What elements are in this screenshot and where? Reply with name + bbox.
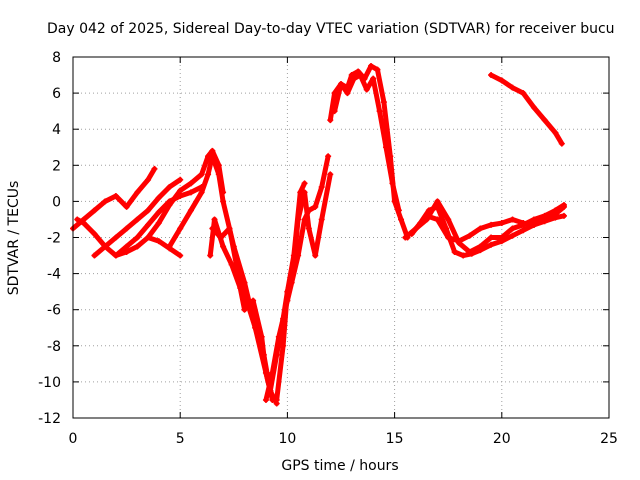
series-segment: [235, 271, 250, 304]
series-segment: [552, 130, 565, 147]
series-segment: [237, 285, 248, 313]
series-segment: [250, 298, 265, 340]
series-segment: [145, 166, 157, 183]
series-segment: [188, 184, 205, 195]
x-tick-label: 25: [600, 431, 618, 447]
x-tick-label: 5: [176, 431, 185, 447]
series-segment: [332, 81, 344, 114]
series-segment: [81, 220, 97, 237]
series-segment: [199, 171, 211, 195]
series-segment: [274, 343, 286, 403]
series-segment: [370, 76, 383, 114]
series-segment: [134, 222, 151, 240]
series-track-m: [331, 72, 402, 214]
series-segment: [383, 144, 395, 186]
series-segment: [381, 99, 393, 159]
series-segment: [520, 90, 537, 111]
series-segment: [145, 195, 162, 213]
x-tick-label: 0: [69, 431, 78, 447]
series-segment: [166, 245, 183, 259]
data-point-marker: [325, 153, 332, 160]
y-tick-label: -10: [38, 375, 61, 391]
series-segment: [227, 225, 241, 277]
y-axis-label: SDTVAR / TECUs: [6, 181, 22, 296]
series-segment: [344, 76, 357, 96]
y-tick-label: -12: [38, 411, 61, 427]
series-segment: [312, 216, 325, 259]
series-segment: [280, 289, 290, 349]
y-tick-label: 4: [52, 122, 61, 138]
series-segment: [434, 198, 451, 222]
tick-labels: 0 5 10 15 20 25 -12 -10 -8 -6 -4 -2 0 2 4 6 8: [38, 50, 618, 447]
series-segment: [542, 117, 558, 136]
series-segment: [216, 171, 226, 204]
series-segment: [166, 225, 183, 250]
series-segment: [166, 188, 183, 208]
series-segment: [188, 189, 205, 213]
series-segment: [552, 204, 567, 217]
series-segment: [284, 253, 297, 295]
data-point-marker: [327, 171, 334, 178]
series-segment: [244, 298, 258, 331]
data-point-marker: [151, 165, 158, 172]
x-tick-label: 20: [493, 431, 511, 447]
y-tick-label: 6: [52, 86, 61, 102]
series-segment: [295, 216, 308, 259]
data-point-marker: [560, 203, 567, 210]
series-segment: [209, 153, 222, 177]
series-segment: [389, 180, 402, 213]
y-tick-label: -6: [47, 303, 61, 319]
series-segment: [413, 213, 430, 231]
data-point-marker: [177, 176, 184, 183]
data-points: [70, 63, 567, 407]
y-tick-label: -4: [47, 267, 61, 283]
series-segment: [377, 108, 389, 150]
series-segment: [434, 216, 451, 240]
data-point-marker: [558, 140, 565, 147]
series-segment: [319, 153, 331, 190]
series-segment: [327, 90, 338, 123]
series-segment: [267, 352, 280, 394]
data-point-marker: [395, 207, 402, 214]
data-point-marker: [301, 180, 308, 187]
series-segment: [113, 193, 130, 210]
y-tick-label: 2: [52, 158, 61, 174]
series-track-k: [273, 180, 308, 403]
y-tick-label: -2: [47, 231, 61, 247]
series-segment: [145, 220, 162, 240]
series-segment: [302, 189, 312, 231]
series-segment: [274, 316, 286, 358]
data-point-marker: [560, 212, 567, 219]
series-segment: [374, 67, 387, 105]
series-segment: [199, 153, 211, 177]
y-tick-label: -8: [47, 339, 61, 355]
x-axis-label: GPS time / hours: [281, 458, 398, 474]
series-segment: [291, 189, 303, 259]
series-segment: [531, 105, 548, 123]
x-tick-label: 15: [386, 431, 404, 447]
data-point-marker: [177, 252, 184, 259]
series-segment: [124, 189, 140, 210]
series-segment: [145, 209, 162, 228]
series-segment: [312, 184, 325, 210]
series-segment: [177, 207, 194, 231]
y-tick-label: 0: [52, 194, 61, 210]
series-segment: [252, 325, 267, 358]
series-segment: [319, 171, 333, 222]
series-segment: [156, 202, 172, 226]
series-track-q: [488, 72, 565, 147]
chart-title: Day 042 of 2025, Sidereal Day-to-day VTE…: [47, 21, 615, 37]
series-track-p: [413, 203, 567, 245]
series-segment: [166, 177, 183, 190]
series-segment: [220, 244, 235, 268]
x-tick-label: 10: [278, 431, 296, 447]
series-segment: [91, 231, 108, 250]
axis-ticks: [72, 56, 610, 419]
y-tick-label: 8: [52, 50, 61, 66]
series-segment: [434, 204, 449, 231]
series-segment: [156, 198, 172, 215]
series-segment: [156, 184, 172, 201]
series-segment: [134, 177, 151, 195]
